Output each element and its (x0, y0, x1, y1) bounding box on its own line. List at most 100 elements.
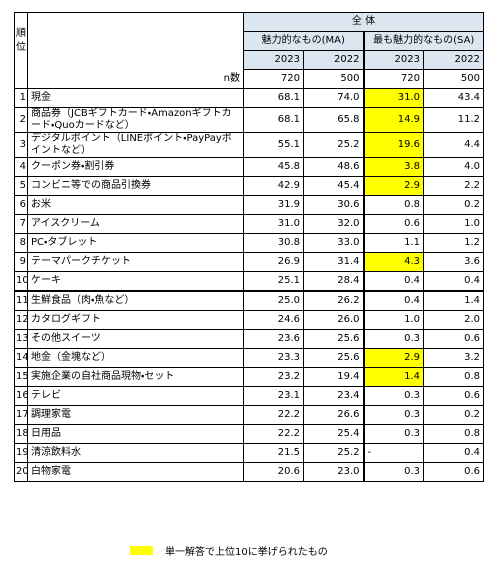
value-cell: 25.6 (303, 329, 364, 349)
rank: 1 (14, 88, 28, 108)
value-cell: 14.9 (362, 107, 424, 133)
item: クーポン券・割引券 (27, 157, 244, 177)
table-row: 2 商品券（JCBギフトカード・Amazonギフトカード・Quoカードなど） 68.… (14, 107, 484, 133)
value-cell: 1.0 (362, 310, 424, 330)
value-cell: 1.1 (362, 233, 424, 253)
item: カタログギフト (27, 310, 244, 330)
value-cell: 19.6 (362, 132, 424, 158)
rank: 13 (14, 329, 28, 349)
value-cell: 0.3 (362, 405, 424, 425)
table-row: 1 現金 68.1 74.0 31.0 43.4 (14, 88, 484, 108)
value-cell: 22.2 (243, 405, 304, 425)
value-cell: 0.4 (362, 271, 424, 292)
value-cell: 42.9 (243, 176, 304, 196)
table-row: 9 テーマパークチケット 26.9 31.4 4.3 3.6 (14, 252, 484, 272)
legend-label: 単一解答で上位10に挙げられたもの (165, 547, 328, 558)
rank: 8 (14, 233, 28, 253)
item: 清涼飲料水 (27, 443, 244, 463)
value-cell: 33.0 (303, 233, 364, 253)
value-cell: 24.6 (243, 310, 304, 330)
item: お米 (27, 195, 244, 215)
value-cell: 3.2 (423, 348, 484, 368)
item: 地金（金塊など） (27, 348, 244, 368)
value-cell: 23.1 (243, 386, 304, 406)
value-cell: 2.9 (362, 348, 424, 368)
value-cell: 32.0 (303, 214, 364, 234)
item: 日用品 (27, 424, 244, 444)
value-cell: 65.8 (303, 107, 364, 133)
rank: 11 (14, 290, 28, 311)
rank: 6 (14, 195, 28, 215)
value-cell: 26.6 (303, 405, 364, 425)
rank: 2 (14, 107, 28, 133)
value-cell: 0.8 (423, 367, 484, 387)
table-row: 4 クーポン券・割引券 45.8 48.6 3.8 4.0 (14, 157, 484, 177)
group-header: 全 体 (243, 12, 484, 32)
value-cell: 45.4 (303, 176, 364, 196)
value-cell: 20.6 (243, 462, 304, 482)
item: 商品券（JCBギフトカード・Amazonギフトカード・Quoカードなど） (27, 107, 244, 133)
value-cell: 1.4 (423, 290, 484, 311)
value-cell: 4.0 (423, 157, 484, 177)
n-value: 720 (362, 69, 424, 89)
value-cell: 55.1 (243, 132, 304, 158)
value-cell: 23.0 (303, 462, 364, 482)
ma-header: 魅力的なもの(MA) (243, 31, 364, 51)
item: 調理家電 (27, 405, 244, 425)
rank-header: 順位 (14, 12, 28, 89)
value-cell: 23.4 (303, 386, 364, 406)
item: 現金 (27, 88, 244, 108)
value-cell: 2.0 (423, 310, 484, 330)
table-row: 7 アイスクリーム 31.0 32.0 0.6 1.0 (14, 214, 484, 234)
value-cell: 23.3 (243, 348, 304, 368)
value-cell: 3.6 (423, 252, 484, 272)
value-cell: 0.3 (362, 329, 424, 349)
year-header: 2022 (423, 50, 484, 70)
table-row: 16 テレビ 23.1 23.4 0.3 0.6 (14, 386, 484, 406)
item: テーマパークチケット (27, 252, 244, 272)
sa-header: 最も魅力的なもの(SA) (362, 31, 484, 51)
value-cell: 25.2 (303, 132, 364, 158)
item: デジタルポイント（LINEポイント・PayPayポイントなど） (27, 132, 244, 158)
value-cell: 0.6 (423, 329, 484, 349)
rank: 5 (14, 176, 28, 196)
value-cell: 43.4 (423, 88, 484, 108)
value-cell: 1.0 (423, 214, 484, 234)
item: 実施企業の自社商品現物・セット (27, 367, 244, 387)
value-cell: 0.8 (423, 424, 484, 444)
item: PC・タブレット (27, 233, 244, 253)
rank: 15 (14, 367, 28, 387)
value-cell: 31.0 (243, 214, 304, 234)
value-cell: 25.6 (303, 348, 364, 368)
value-cell: 0.8 (362, 195, 424, 215)
value-cell: 2.9 (362, 176, 424, 196)
value-cell: 0.6 (423, 462, 484, 482)
value-cell: 1.2 (423, 233, 484, 253)
value-cell: 0.2 (423, 195, 484, 215)
rank: 4 (14, 157, 28, 177)
rank: 10 (14, 271, 28, 292)
item: テレビ (27, 386, 244, 406)
n-label: n数 (27, 69, 244, 89)
rank: 16 (14, 386, 28, 406)
table-row: 11 生鮮食品（肉・魚など） 25.0 26.2 0.4 1.4 (14, 290, 484, 311)
table-row: 17 調理家電 22.2 26.6 0.3 0.2 (14, 405, 484, 425)
value-cell: 26.2 (303, 290, 364, 311)
value-cell: 4.3 (362, 252, 424, 272)
value-cell: 4.4 (423, 132, 484, 158)
value-cell: 31.9 (243, 195, 304, 215)
value-cell: 0.3 (362, 462, 424, 482)
value-cell: 68.1 (243, 107, 304, 133)
n-value: 720 (243, 69, 304, 89)
table-row: 10 ケーキ 25.1 28.4 0.4 0.4 (14, 271, 484, 292)
table-row: 5 コンビニ等での商品引換券 42.9 45.4 2.9 2.2 (14, 176, 484, 196)
value-cell: 0.4 (423, 271, 484, 292)
value-cell: 3.8 (362, 157, 424, 177)
rank: 3 (14, 132, 28, 158)
legend: 単一解答で上位10に挙げられたもの (130, 543, 328, 558)
value-cell: 1.4 (362, 367, 424, 387)
rank: 18 (14, 424, 28, 444)
item: コンビニ等での商品引換券 (27, 176, 244, 196)
value-cell: 0.3 (362, 424, 424, 444)
